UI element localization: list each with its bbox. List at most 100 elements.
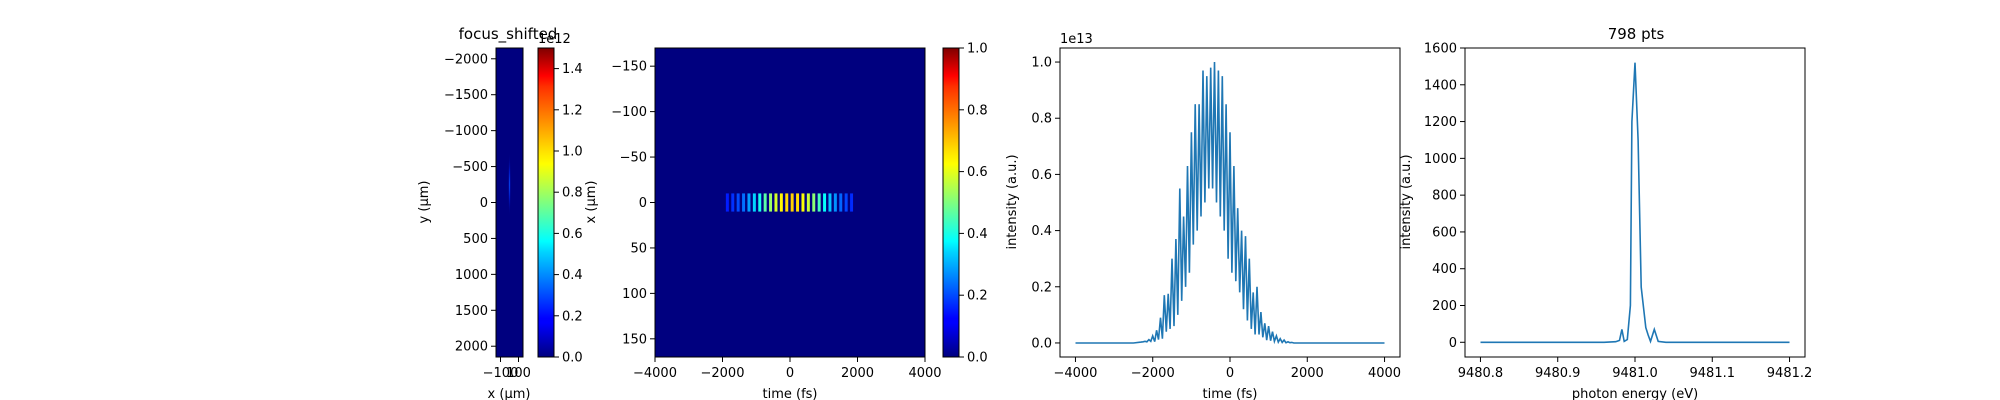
tx-fringe — [850, 193, 854, 212]
temporal-y-tick-label: 1.0 — [1031, 56, 1052, 71]
spectrum-x-tick-label: 9481.1 — [1690, 366, 1736, 381]
xy-y-tick-label: −500 — [452, 160, 488, 175]
spectrum-y-tick-label: 800 — [1432, 189, 1457, 204]
tx-x-tick-label: −2000 — [701, 366, 745, 381]
xy-y-label: y (μm) — [417, 181, 432, 224]
tx-fringe — [736, 193, 740, 212]
spectrum-y-axis: 0 200 400 600 800 1000 1200 1400 1600 — [1424, 42, 1465, 351]
tx-y-tick-label: 50 — [630, 241, 647, 256]
xy-y-tick-label: 1500 — [455, 304, 488, 319]
spectrum-series-line — [1480, 62, 1790, 344]
temporal-x-label: time (fs) — [1203, 387, 1258, 400]
spectrum-x-tick-label: 9480.8 — [1458, 366, 1504, 381]
xy-colorbar-tick-label: 1.2 — [562, 103, 583, 118]
xy-colorbar-tick-label: 0.4 — [562, 268, 583, 283]
tx-colorbar-tick-label: 0.4 — [967, 227, 988, 242]
tx-fringe — [817, 193, 821, 212]
tx-fringe — [752, 193, 756, 212]
tx-fringe — [785, 193, 789, 212]
temporal-y-tick-label: 0.8 — [1031, 112, 1052, 127]
spectrum-y-tick-label: 600 — [1432, 225, 1457, 240]
tx-colorbar-tick-label: 0.2 — [967, 289, 988, 304]
tx-y-label: x (μm) — [584, 181, 599, 224]
tx-fringe — [731, 193, 735, 212]
tx-x-label: time (fs) — [763, 387, 818, 400]
tx-x-tick-label: −4000 — [633, 366, 677, 381]
tx-x-axis: −4000 −2000 0 2000 4000 — [633, 357, 942, 381]
tx-fringe — [806, 193, 810, 212]
temporal-series-line — [1075, 61, 1385, 345]
xy-x-label: x (μm) — [488, 387, 531, 400]
tx-fringe — [828, 193, 832, 212]
spectrum-y-tick-label: 400 — [1432, 262, 1457, 277]
tx-fringe — [779, 193, 783, 212]
tx-colorbar — [942, 47, 960, 358]
xy-focal-spot — [508, 152, 511, 217]
xy-colorbar-tick-label: 0.2 — [562, 309, 583, 324]
tx-fringe — [844, 193, 848, 212]
temporal-x-tick-label: 2000 — [1291, 366, 1324, 381]
temporal-x-tick-label: 0 — [1226, 366, 1234, 381]
spectrum-frame — [1464, 47, 1806, 358]
tx-colorbar-tick-label: 0.0 — [967, 351, 988, 366]
temporal-y-axis: 0.0 0.2 0.4 0.6 0.8 1.0 — [1031, 56, 1060, 351]
tx-fringe — [839, 193, 843, 212]
tx-y-tick-label: −50 — [620, 151, 647, 166]
tx-fringe — [742, 193, 746, 212]
tx-fringe — [774, 193, 778, 212]
xy-colorbar-tick-label: 1.0 — [562, 145, 583, 160]
tx-fringe — [823, 193, 827, 212]
temporal-y-tick-label: 0.0 — [1031, 336, 1052, 351]
xy-y-tick-label: 1000 — [455, 268, 488, 283]
spectrum-x-axis: 9480.8 9480.9 9481.0 9481.1 9481.2 — [1458, 357, 1812, 381]
spectrum-y-tick-label: 200 — [1432, 299, 1457, 314]
xy-colorbar — [537, 47, 555, 358]
tx-y-tick-label: 150 — [622, 332, 647, 347]
tx-panel: −150 −100 −50 0 50 100 150 −4000 −2000 0 2000 4000… — [584, 42, 988, 400]
tx-colorbar-tick-label: 0.6 — [967, 165, 988, 180]
tx-colorbar-axis: 0.0 0.2 0.4 0.6 0.8 1.0 — [959, 42, 988, 366]
spectrum-x-label: photon energy (eV) — [1572, 387, 1698, 400]
temporal-frame — [1059, 47, 1401, 358]
tx-fringe — [747, 193, 751, 212]
tx-colorbar-tick-label: 1.0 — [967, 42, 988, 57]
spectrum-y-tick-label: 1000 — [1424, 152, 1457, 167]
temporal-y-tick-label: 0.6 — [1031, 168, 1052, 183]
xy-y-tick-label: 2000 — [455, 340, 488, 355]
xy-y-tick-label: 0 — [480, 196, 488, 211]
xy-colorbar-tick-label: 0.0 — [562, 351, 583, 366]
temporal-x-axis: −4000 −2000 0 2000 4000 — [1053, 357, 1401, 381]
xy-colorbar-tick-label: 0.8 — [562, 186, 583, 201]
tx-x-tick-label: 2000 — [841, 366, 874, 381]
temporal-panel: 0.0 0.2 0.4 0.6 0.8 1.0 −4000 −2000 0 2000 4000 i… — [1005, 32, 1401, 400]
xy-y-tick-label: −2000 — [444, 52, 488, 67]
tx-fringe — [801, 193, 805, 212]
tx-stripe-pattern — [725, 193, 854, 212]
spectrum-y-tick-label: 1600 — [1424, 42, 1457, 57]
xy-colorbar-tick-label: 1.4 — [562, 62, 583, 77]
temporal-y-tick-label: 0.4 — [1031, 224, 1052, 239]
tx-y-tick-label: 100 — [622, 287, 647, 302]
tx-y-tick-label: 0 — [639, 196, 647, 211]
tx-x-tick-label: 0 — [786, 366, 794, 381]
xy-colorbar-tick-label: 0.6 — [562, 227, 583, 242]
tx-plot-area — [655, 48, 925, 357]
spectrum-y-tick-label: 1200 — [1424, 115, 1457, 130]
tx-colorbar-tick-label: 0.8 — [967, 103, 988, 118]
temporal-x-tick-label: 4000 — [1368, 366, 1401, 381]
spectrum-x-tick-label: 9480.9 — [1535, 366, 1581, 381]
xy-y-tick-label: −1500 — [444, 88, 488, 103]
xy-y-tick-label: 500 — [463, 232, 488, 247]
tx-fringe — [758, 193, 762, 212]
xy-panel: focus_shifted −2000 −1500 −1000 −500 0 500 100… — [417, 25, 583, 400]
xy-title: focus_shifted — [459, 25, 558, 44]
xy-colorbar-exponent: 1e12 — [538, 32, 571, 47]
spectrum-y-label: intensity (a.u.) — [1399, 154, 1414, 249]
temporal-x-tick-label: −2000 — [1131, 366, 1175, 381]
xy-y-tick-label: −1000 — [444, 124, 488, 139]
xy-colorbar-axis: 0.0 0.2 0.4 0.6 0.8 1.0 1.2 1.4 — [554, 62, 583, 366]
xy-y-axis: −2000 −1500 −1000 −500 0 500 1000 1500 2000 — [444, 52, 496, 355]
tx-y-tick-label: −100 — [611, 105, 647, 120]
